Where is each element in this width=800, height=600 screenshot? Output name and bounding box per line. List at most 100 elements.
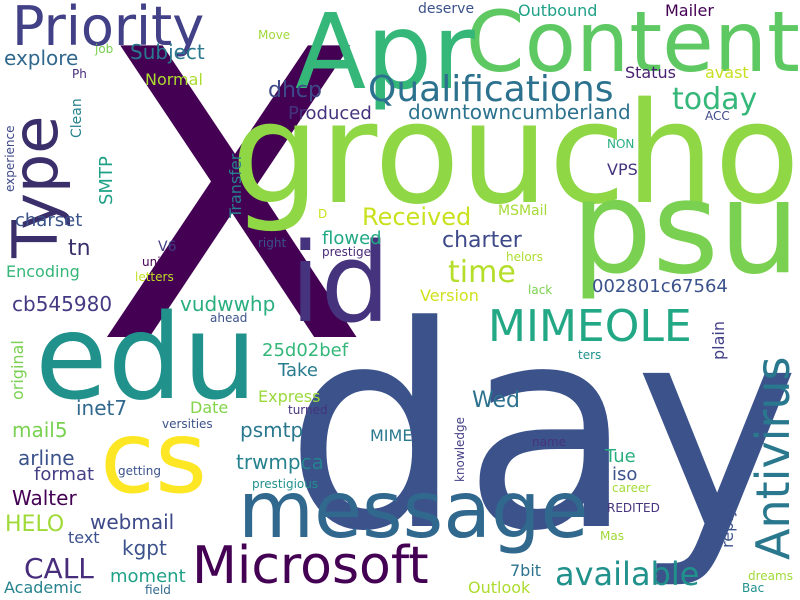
word-tue: Tue (605, 446, 636, 467)
word-charset: charset (15, 210, 83, 231)
word-versities: versities (162, 417, 213, 431)
word-date: Date (190, 398, 229, 417)
word-ters: ters (578, 348, 602, 362)
word-wed: Wed (472, 388, 520, 413)
word-redited: REDITED (607, 501, 660, 515)
word-bac: Bac (742, 581, 765, 595)
word-prestige: prestige (322, 245, 371, 259)
word-ph: Ph (72, 67, 87, 81)
word-job: job (95, 42, 114, 56)
word-take: Take (278, 360, 318, 381)
word-content: Content (465, 0, 800, 91)
word-call: CALL (24, 552, 94, 585)
word-smtp: SMTP (96, 156, 117, 205)
word-encoding: Encoding (6, 262, 80, 281)
word-msmail: MSMail (498, 203, 548, 219)
word-deserve: deserve (418, 1, 475, 17)
word-available: available (555, 555, 700, 593)
word-priority: Priority (12, 0, 205, 58)
word-produced: Produced (288, 103, 372, 124)
word-clean: Clean (69, 98, 85, 138)
word-downtowncumberland: downtowncumberland (408, 100, 631, 124)
word-mail5: mail5 (12, 418, 68, 442)
word-mas: Mas (600, 529, 624, 543)
word-uni: uni (142, 255, 161, 269)
word-groucho: groucho (230, 73, 800, 236)
word-edu: edu (35, 288, 258, 426)
word-getting: getting (118, 464, 161, 478)
word-name: name (532, 435, 567, 449)
word-experience: experience (3, 125, 17, 192)
word-qualifications: Qualifications (368, 69, 614, 110)
word-inet7: inet7 (76, 396, 128, 420)
word-text: text (68, 528, 100, 547)
word-webmail: webmail (90, 510, 175, 534)
word-vudwwhp: vudwwhp (180, 292, 276, 316)
word-id: id (290, 219, 391, 347)
word-move: Move (258, 28, 291, 42)
word-x: X (95, 0, 370, 432)
word-mailer: Mailer (665, 1, 714, 20)
word-field: field (145, 583, 171, 597)
word-subject: Subject (130, 40, 205, 64)
word-dreams: dreams (748, 569, 793, 583)
word-arline: arline (18, 446, 75, 470)
word-kgpt: kgpt (122, 536, 167, 560)
word-iso: iso (612, 464, 638, 485)
word-career: career (612, 481, 651, 495)
word-version: Version (420, 286, 479, 305)
word-plain: plain (709, 321, 728, 360)
word-academic: Academic (4, 578, 83, 597)
word-microsoft: Microsoft (192, 536, 429, 596)
word-received: Received (362, 203, 472, 231)
word-psu: psu (570, 154, 800, 303)
word-ahead: ahead (210, 311, 248, 325)
word-transfer: Transfer (226, 153, 245, 218)
word-normal: Normal (145, 70, 203, 89)
word-outlook: Outlook (468, 578, 531, 597)
word-message: message (238, 466, 589, 556)
word-today: today (672, 82, 758, 117)
word-prestigious: prestigious (252, 477, 319, 491)
word-express: Express (258, 387, 321, 406)
word-tn: tn (68, 236, 91, 261)
word-trwmpca: trwmpca (236, 450, 324, 474)
word-lack: lack (528, 283, 553, 297)
word-vps: VPS (607, 160, 638, 179)
word-walter: Walter (12, 486, 77, 510)
word-flowed: flowed (322, 228, 382, 249)
word-7bit: 7bit (510, 561, 542, 580)
word-helors: helors (506, 250, 543, 264)
word-status: Status (625, 63, 676, 82)
word-cs: cs (100, 399, 208, 516)
word-time: time (448, 255, 516, 290)
word-knowledge: knowledge (453, 416, 467, 482)
word-right: right (258, 236, 287, 250)
word-turned: turned (288, 403, 328, 417)
word-non: NON (607, 137, 635, 151)
word-002801c67564: 002801c67564 (592, 276, 728, 297)
word-letters: letters (135, 270, 174, 284)
word-charter: charter (442, 228, 522, 253)
word-explore: explore (4, 46, 79, 70)
word-format: format (34, 464, 95, 485)
word-helo: HELO (5, 512, 65, 537)
word-apr: Apr (295, 0, 475, 113)
word-antivirus: Antivirus (746, 356, 800, 560)
word-mime: MIME (370, 426, 413, 445)
word-25d02bef: 25d02bef (262, 340, 349, 361)
word-reply: reply (718, 507, 737, 548)
word-psmtp: psmtp (240, 418, 304, 442)
word-v6: V6 (158, 239, 177, 255)
word-cb545980: cb545980 (12, 292, 113, 316)
word-moment: moment (110, 566, 186, 587)
word-acc: ACC (705, 109, 730, 123)
word-dhcp: dhcp (268, 78, 322, 103)
word-d: D (318, 207, 328, 221)
word-outbound: Outbound (518, 1, 598, 20)
word-avast: avast (705, 63, 749, 82)
word-original: original (8, 340, 27, 400)
word-mimeole: MIMEOLE (488, 301, 692, 352)
word-day: day (284, 267, 800, 593)
